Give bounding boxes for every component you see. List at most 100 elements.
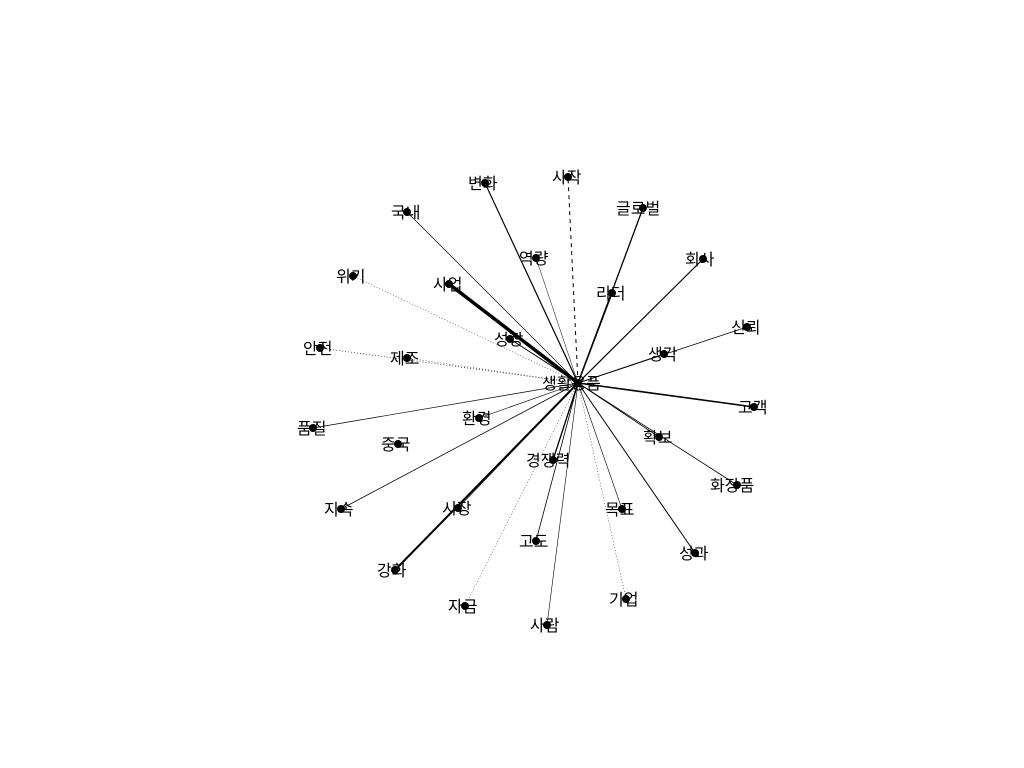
node-label: 강화 — [377, 561, 407, 580]
node-label: 사작 — [552, 168, 582, 187]
node-dot — [691, 549, 699, 557]
edge-mokpyo — [577, 382, 623, 510]
edge-pumjil — [312, 382, 579, 429]
node-dot — [481, 179, 489, 187]
node-saeop: 사업 — [433, 275, 462, 294]
edge-anjeon — [319, 347, 579, 384]
node-jisok: 지속 — [324, 500, 353, 519]
edge-ganghwa — [394, 382, 579, 571]
node-dot — [461, 602, 469, 610]
center-node-dot — [574, 379, 582, 387]
edge-hoesa — [577, 258, 704, 384]
edge-seonggwa — [577, 382, 696, 554]
node-label: 신뢰 — [731, 318, 760, 337]
node-dot — [750, 403, 758, 411]
node-label: 고객 — [738, 398, 767, 417]
node-dot — [349, 272, 357, 280]
node-dot — [532, 537, 540, 545]
node-jageum: 자금 — [448, 597, 477, 616]
node-label: 리더 — [596, 284, 625, 303]
node-hwajangpum: 화장품 — [710, 476, 754, 495]
node-dot — [608, 289, 616, 297]
node-dot — [309, 424, 317, 432]
node-dot — [337, 505, 345, 513]
node-label: 확보 — [643, 428, 672, 447]
edge-rideo — [577, 292, 613, 384]
edge-saram — [546, 382, 579, 626]
node-sinroe: 신뢰 — [731, 318, 760, 337]
center-node-label: 생활용품 — [542, 374, 601, 393]
node-dot — [316, 344, 324, 352]
node-label: 지속 — [324, 500, 353, 519]
node-dot — [475, 414, 483, 422]
node-dot — [394, 440, 402, 448]
node-gogaek: 고객 — [738, 398, 767, 417]
edge-saenggak — [577, 353, 665, 384]
node-anjeon: 안전 — [303, 339, 332, 358]
node-dot — [403, 354, 411, 362]
node-label: 생각 — [648, 345, 678, 364]
node-label: 품질 — [297, 419, 326, 438]
node-dot — [622, 595, 630, 603]
center-node: 생활용품 — [542, 374, 601, 393]
node-rideo: 리더 — [596, 284, 625, 303]
edge-jisok — [340, 382, 579, 510]
edge-sijak — [567, 176, 579, 384]
node-label: 화장품 — [710, 476, 754, 495]
node-label: 변화 — [468, 174, 498, 193]
node-label: 성장 — [494, 330, 524, 349]
edge-saeop — [447, 282, 580, 385]
node-seongjang: 성장 — [494, 330, 524, 349]
node-dot — [660, 350, 668, 358]
node-gungnae: 국내 — [391, 203, 420, 222]
node-dot — [655, 433, 663, 441]
node-label: 사업 — [433, 275, 462, 294]
node-dot — [618, 505, 626, 513]
node-byeonhwa: 변화 — [468, 174, 498, 193]
node-jejo: 제조 — [390, 349, 419, 368]
edge-seongjang — [509, 338, 579, 384]
node-yeokryang: 역량 — [519, 249, 549, 268]
node-label: 성과 — [679, 544, 709, 563]
node-gieop: 기업 — [609, 590, 638, 609]
node-mokpyo: 목표 — [605, 500, 634, 519]
edge-gyeongjaengryeok — [552, 382, 579, 461]
node-dot — [564, 173, 572, 181]
node-label: 사람 — [530, 616, 560, 635]
node-hoesa: 회사 — [685, 250, 715, 269]
node-pumjil: 품질 — [297, 419, 326, 438]
node-godo: 고도 — [519, 532, 548, 551]
edge-gieop — [577, 382, 627, 600]
node-global: 글로벌 — [616, 199, 660, 218]
node-dot — [532, 254, 540, 262]
node-label: 중국 — [381, 435, 410, 454]
node-dot — [733, 481, 741, 489]
node-label: 환경 — [462, 409, 491, 428]
node-label: 제조 — [390, 349, 419, 368]
node-label: 국내 — [391, 203, 420, 222]
node-label: 안전 — [303, 339, 332, 358]
node-dot — [543, 621, 551, 629]
node-saram: 사람 — [530, 616, 560, 635]
node-wigi: 위기 — [336, 267, 365, 286]
edge-godo — [535, 382, 579, 542]
node-label: 목표 — [605, 500, 634, 519]
edge-yeokryang — [535, 257, 579, 384]
node-label: 기업 — [609, 590, 638, 609]
node-label: 위기 — [336, 267, 365, 286]
node-label: 회사 — [685, 250, 715, 269]
edge-gogaek — [577, 382, 755, 408]
node-saenggak: 생각 — [648, 345, 678, 364]
node-dot — [699, 255, 707, 263]
node-hwangyeong: 환경 — [462, 409, 491, 428]
node-gyeongjaengryeok: 경쟁력 — [526, 451, 570, 470]
node-hwakbo: 확보 — [643, 428, 672, 447]
node-dot — [403, 208, 411, 216]
edge-byeonhwa — [484, 182, 579, 384]
node-sijang: 시장 — [442, 499, 472, 518]
edges-group — [312, 176, 755, 626]
node-dot — [743, 323, 751, 331]
node-dot — [639, 204, 647, 212]
